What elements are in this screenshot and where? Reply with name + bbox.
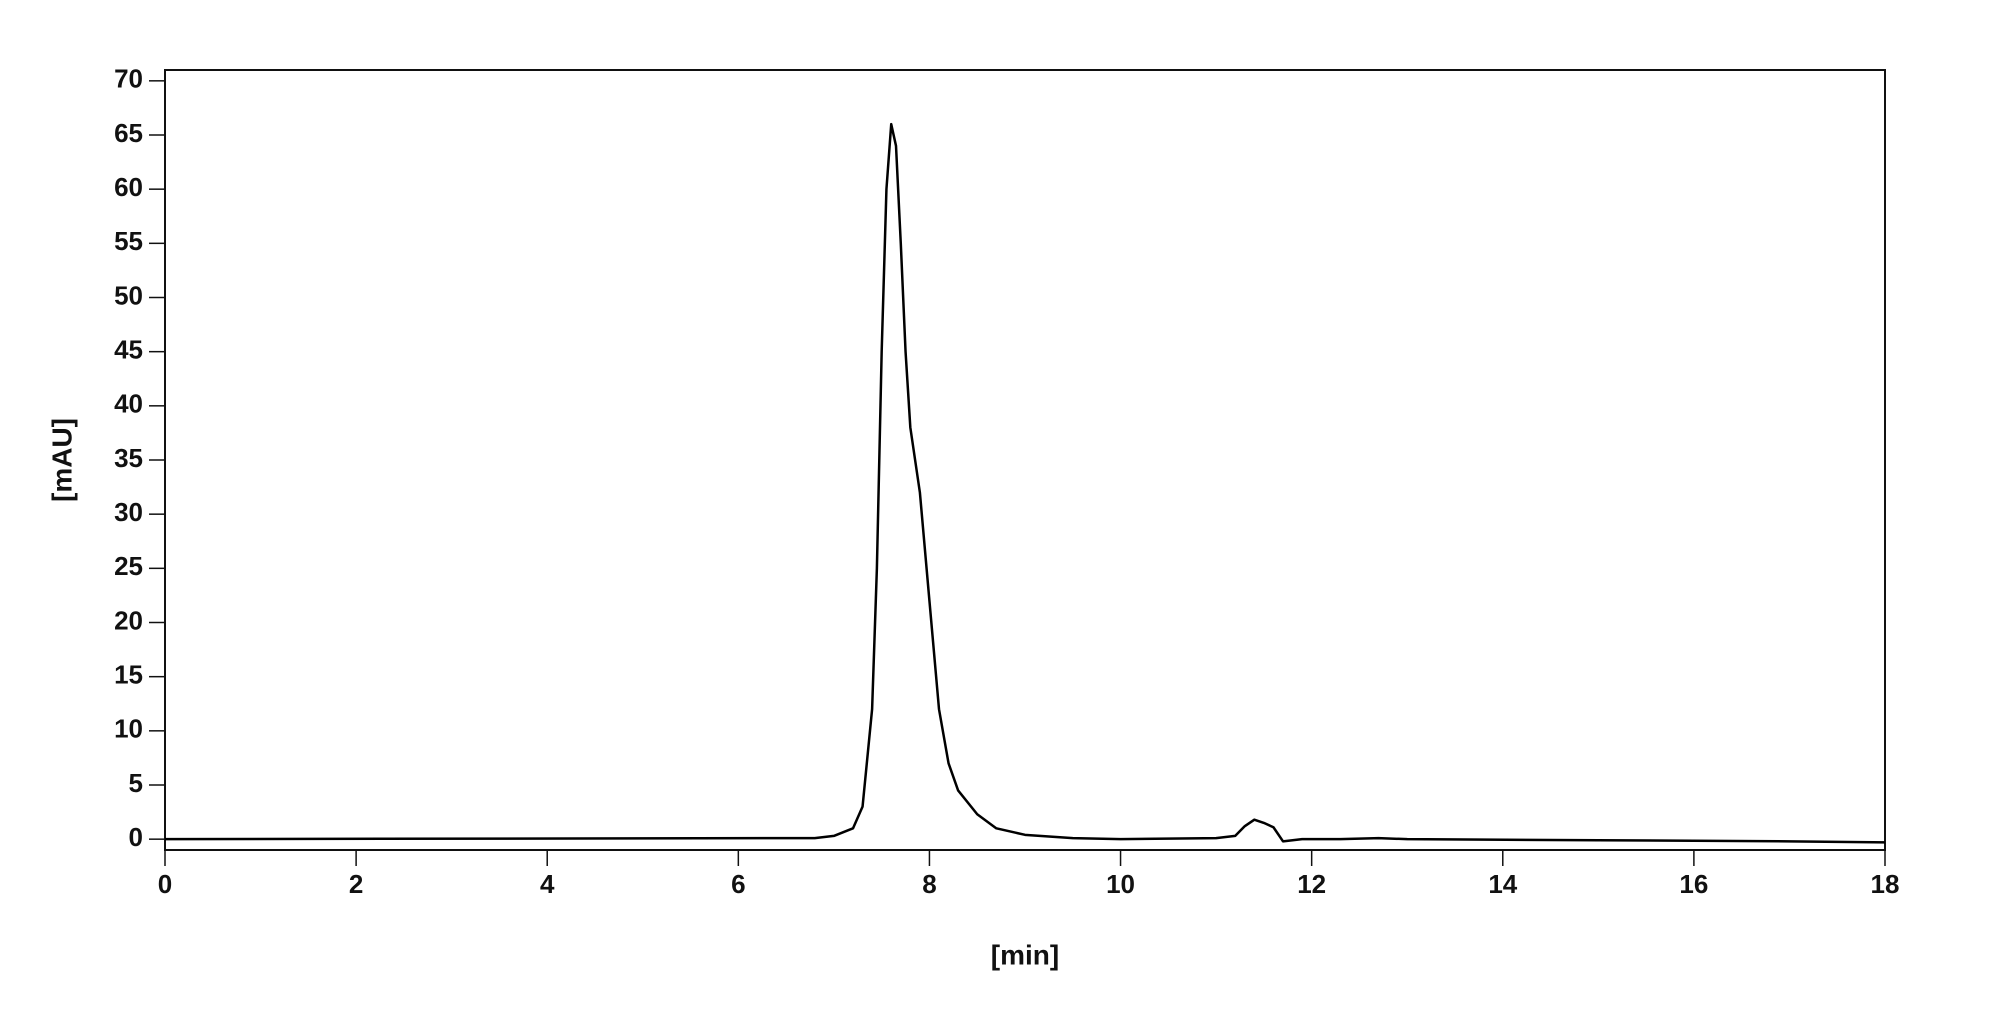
y-tick-label: 20 — [114, 605, 143, 635]
plot-frame — [164, 69, 1886, 851]
y-tick-label: 60 — [114, 172, 143, 202]
y-tick-label: 55 — [114, 226, 143, 256]
x-axis-label: [min] — [991, 939, 1059, 970]
y-tick-label: 70 — [114, 64, 143, 94]
x-tick-label: 4 — [540, 869, 555, 899]
y-tick-label: 5 — [129, 768, 143, 798]
y-tick-label: 10 — [114, 714, 143, 744]
x-tick-label: 8 — [922, 869, 936, 899]
y-tick-label: 30 — [114, 497, 143, 527]
x-tick-label: 0 — [158, 869, 172, 899]
x-tick-label: 14 — [1488, 869, 1517, 899]
x-tick-label: 6 — [731, 869, 745, 899]
x-tick-label: 2 — [349, 869, 363, 899]
x-tick-label: 18 — [1871, 869, 1900, 899]
y-tick-label: 40 — [114, 389, 143, 419]
y-tick-label: 50 — [114, 280, 143, 310]
y-tick-label: 15 — [114, 660, 143, 690]
trace-line — [164, 122, 1886, 844]
y-tick-label: 0 — [129, 822, 143, 852]
y-tick-label: 65 — [114, 118, 143, 148]
x-tick-label: 16 — [1679, 869, 1708, 899]
y-tick-label: 35 — [114, 443, 143, 473]
y-axis-label: [mAU] — [46, 418, 77, 502]
x-tick-label: 10 — [1106, 869, 1135, 899]
x-tick-label: 12 — [1297, 869, 1326, 899]
y-tick-label: 25 — [114, 551, 143, 581]
y-tick-label: 45 — [114, 335, 143, 365]
